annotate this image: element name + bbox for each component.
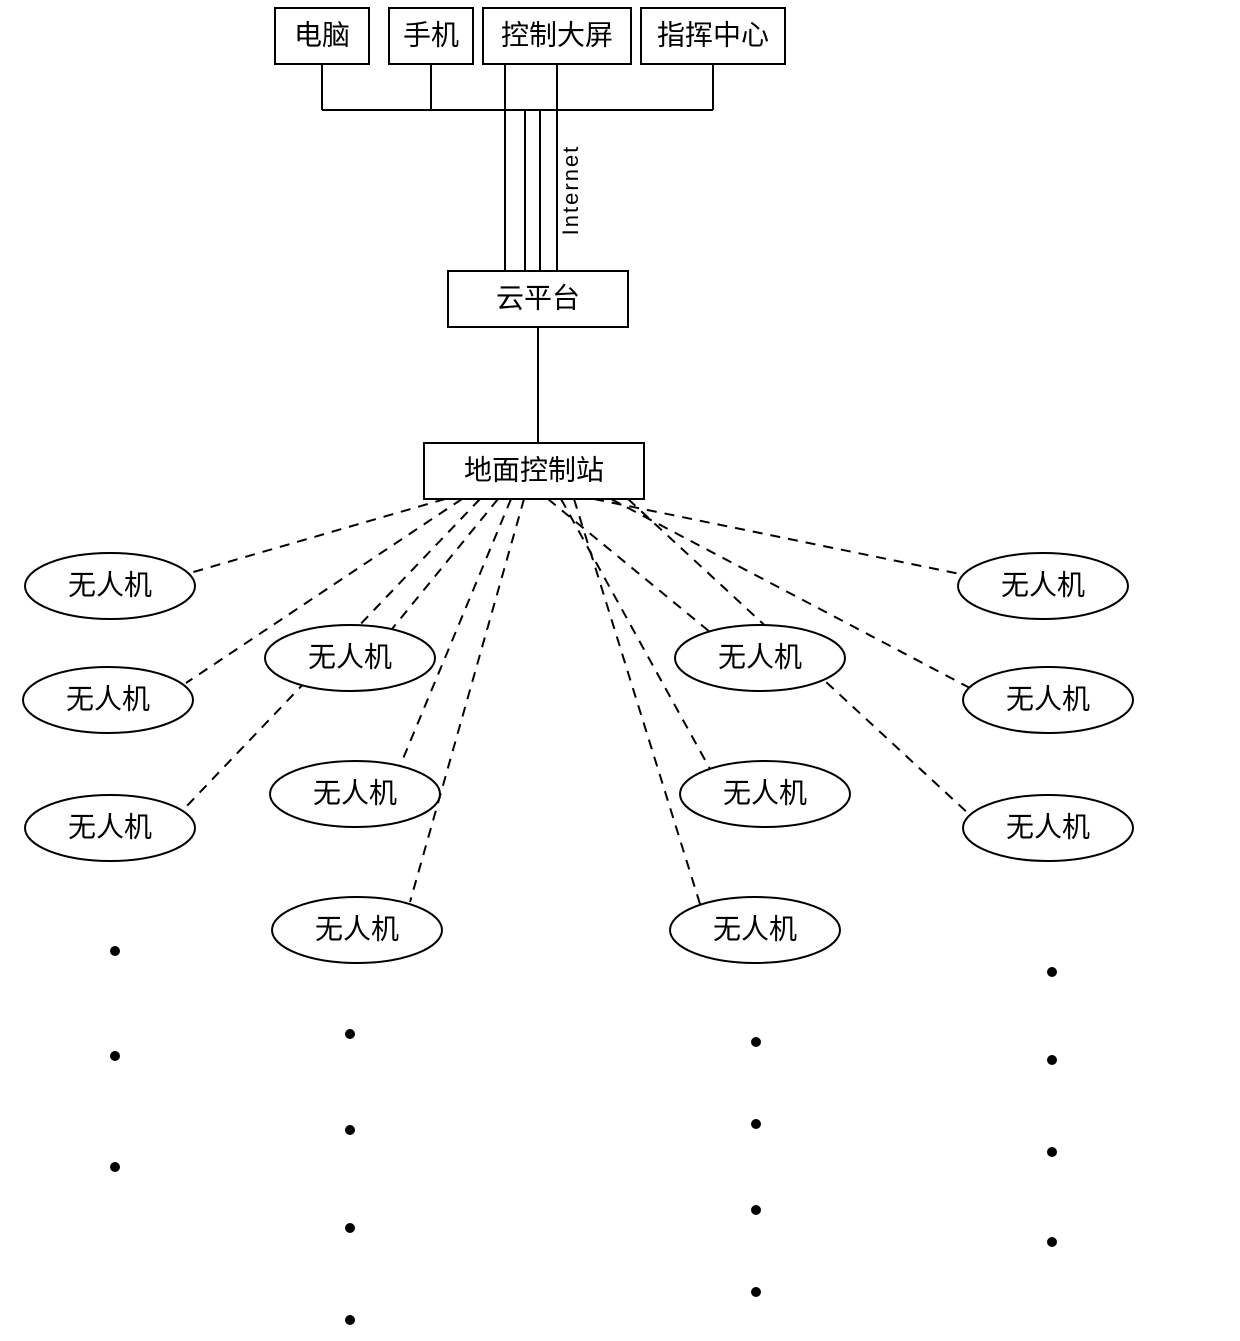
internet-label: Internet (558, 145, 583, 236)
drone-5-label: 无人机 (315, 913, 399, 945)
link-drone-3 (392, 499, 498, 629)
drone-8-label: 无人机 (713, 913, 797, 945)
dots-col3-1 (1047, 1055, 1057, 1065)
dots-col2-2 (751, 1205, 761, 1215)
link-drone-9 (594, 499, 965, 575)
dots-col1-3 (345, 1315, 355, 1325)
link-drone-8 (574, 499, 700, 904)
drone-2-label: 无人机 (68, 811, 152, 843)
drone-0-label: 无人机 (68, 569, 152, 601)
drone-4-label: 无人机 (313, 777, 397, 809)
drone-6-label: 无人机 (718, 641, 802, 673)
diagram-canvas: 电脑手机控制大屏指挥中心Internet云平台地面控制站无人机无人机无人机无人机… (0, 0, 1240, 1341)
drone-7-label: 无人机 (723, 777, 807, 809)
box-ground-label: 地面控制站 (464, 454, 604, 486)
box-command-label: 指挥中心 (657, 19, 769, 51)
dots-col1-0 (345, 1029, 355, 1039)
link-drone-7 (561, 499, 710, 769)
dots-col3-0 (1047, 967, 1057, 977)
dots-col0-1 (110, 1051, 120, 1061)
dots-col1-2 (345, 1223, 355, 1233)
dots-col1-1 (345, 1125, 355, 1135)
dots-col2-3 (751, 1287, 761, 1297)
drone-10-label: 无人机 (1006, 683, 1090, 715)
box-pc-label: 电脑 (294, 19, 350, 51)
box-screen-label: 控制大屏 (501, 19, 613, 51)
drone-11-label: 无人机 (1006, 811, 1090, 843)
dots-col2-0 (751, 1037, 761, 1047)
link-drone-0 (190, 499, 445, 573)
box-phone-label: 手机 (403, 19, 459, 51)
drone-1-label: 无人机 (66, 683, 150, 715)
dots-col2-1 (751, 1119, 761, 1129)
drone-9-label: 无人机 (1001, 569, 1085, 601)
link-drone-4 (400, 499, 511, 766)
dots-col3-2 (1047, 1147, 1057, 1157)
dots-col0-0 (110, 946, 120, 956)
dots-col0-2 (110, 1162, 120, 1172)
dots-col3-3 (1047, 1237, 1057, 1247)
drone-3-label: 无人机 (308, 641, 392, 673)
box-cloud-label: 云平台 (496, 282, 580, 314)
